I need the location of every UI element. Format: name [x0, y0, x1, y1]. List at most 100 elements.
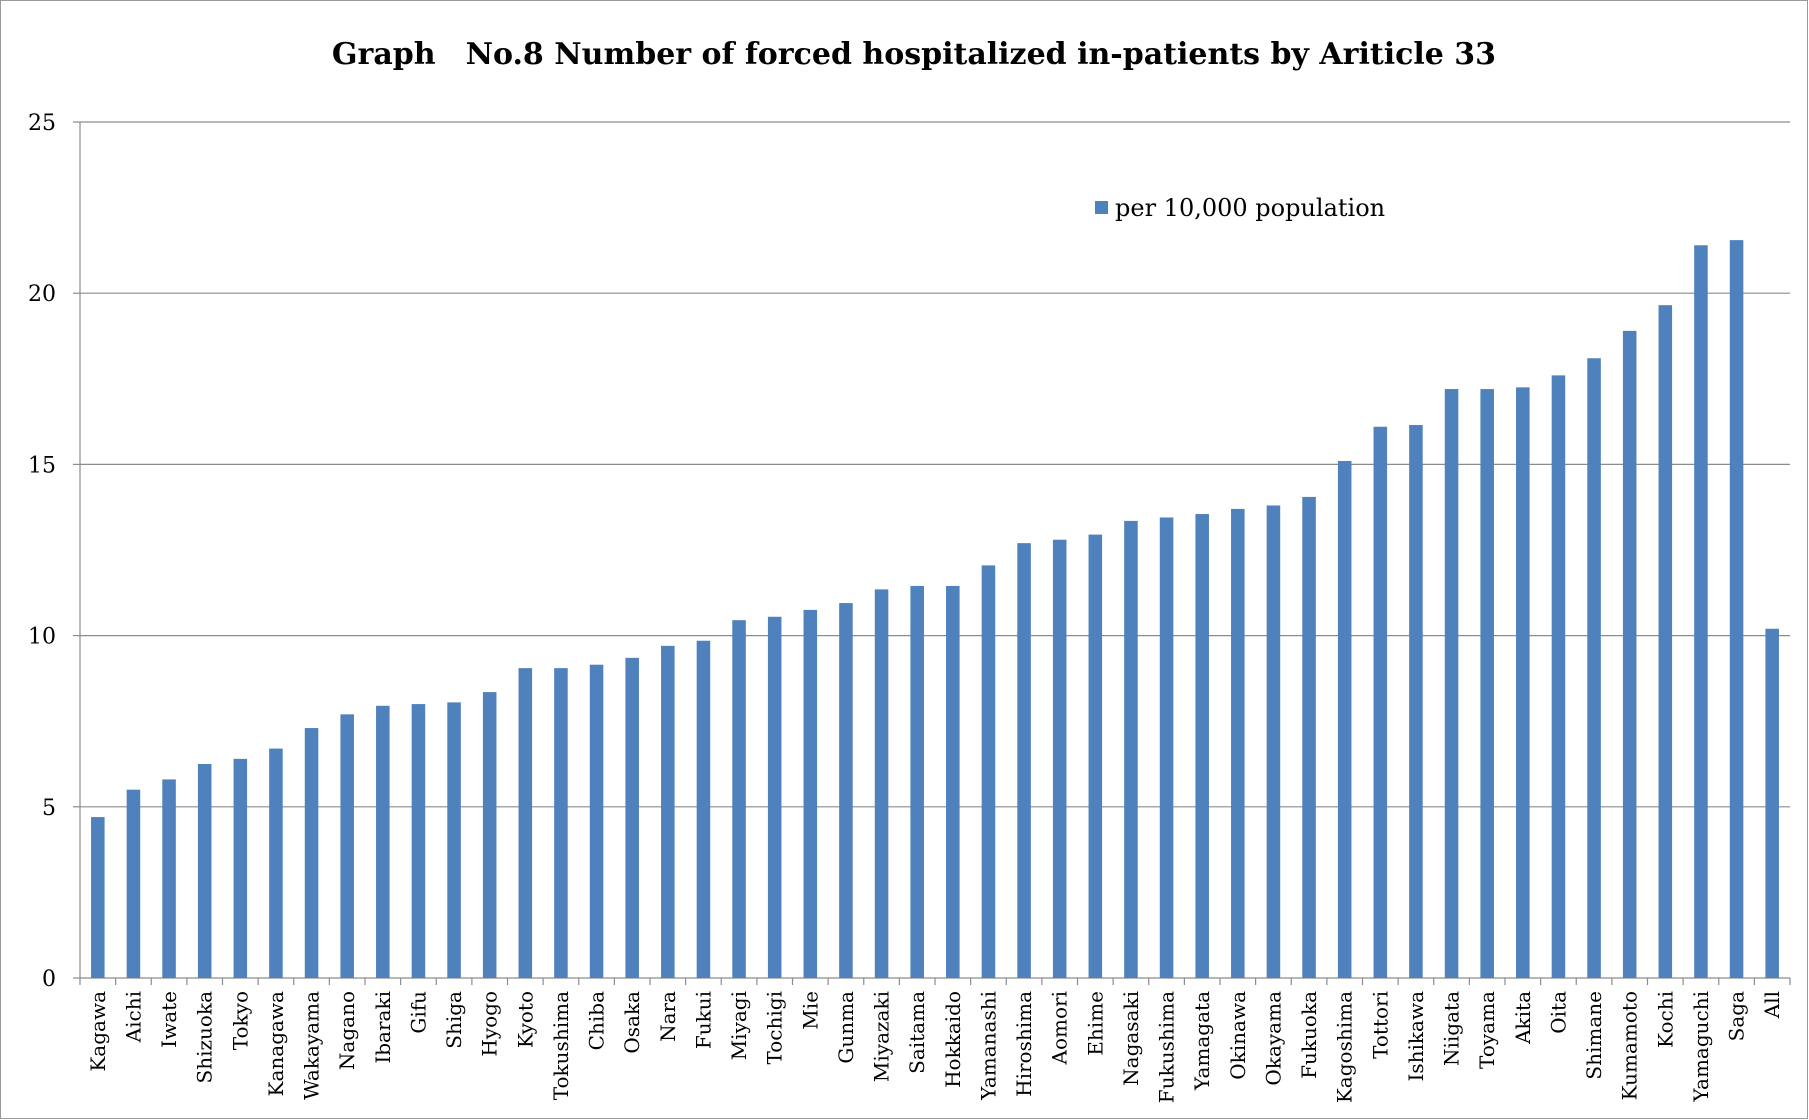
bar-niigata	[1444, 389, 1459, 978]
x-tick-label: Tokyo	[228, 991, 252, 1050]
x-tick-label: Akita	[1511, 991, 1535, 1045]
bar-yamaguchi	[1694, 245, 1708, 978]
x-tick-label: Osaka	[620, 991, 644, 1054]
x-tick-label: Gunma	[834, 991, 858, 1064]
x-tick-label: Shiga	[442, 991, 466, 1049]
bar-okinawa	[1231, 508, 1245, 978]
gridlines	[80, 121, 1790, 808]
x-tick-label: Miyagi	[727, 991, 751, 1060]
legend-swatch	[1095, 201, 1108, 214]
bar-all	[1765, 628, 1779, 978]
x-tick-label: Iwate	[157, 991, 181, 1048]
bar-wakayama	[304, 728, 319, 978]
x-tick-label: Ibaraki	[371, 991, 395, 1064]
x-tick-label: All	[1760, 991, 1784, 1019]
bar-saga	[1729, 240, 1744, 979]
legend-label: per 10,000 population	[1115, 194, 1385, 222]
bar-kagoshima	[1337, 460, 1352, 978]
x-tick-label: Kagawa	[86, 991, 110, 1072]
bar-gifu	[411, 704, 426, 978]
x-tick-label: Kagoshima	[1333, 991, 1357, 1103]
x-tick-label: Tochigi	[763, 991, 787, 1065]
bar-nara	[661, 645, 675, 978]
bar-iwate	[162, 779, 176, 978]
bar-ibaraki	[376, 705, 390, 978]
bar-hokkaido	[946, 585, 960, 978]
bar-fukui	[696, 640, 711, 978]
bar-tokushima	[554, 668, 568, 978]
x-tick-label: Shimane	[1582, 991, 1606, 1080]
x-tick-label: Fukui	[691, 991, 715, 1049]
bar-yamagata	[1195, 514, 1209, 978]
bar-kagawa	[91, 817, 105, 978]
bar-kanagawa	[269, 748, 283, 978]
x-tick-label: Niigata	[1440, 991, 1464, 1066]
x-tick-label: Kochi	[1653, 991, 1677, 1048]
x-tick-label: Yamagata	[1190, 991, 1214, 1091]
bar-kochi	[1658, 305, 1673, 979]
y-tick-label: 0	[42, 967, 56, 992]
x-tick-label: Mie	[798, 991, 822, 1030]
x-tick-label: Okayama	[1261, 991, 1285, 1086]
bar-toyama	[1480, 389, 1494, 978]
bar-osaka	[625, 657, 639, 978]
bar-miyazaki	[874, 589, 889, 978]
bar-akita	[1516, 387, 1530, 978]
y-tick-labels: 0 5 10 15 20 25	[28, 111, 56, 992]
bar-tochigi	[767, 616, 782, 978]
x-tick-label: Hiroshima	[1012, 991, 1036, 1097]
x-tick-label: Wakayama	[300, 991, 324, 1100]
bar-oita	[1551, 375, 1566, 979]
x-tick-label: Nagasaki	[1119, 991, 1143, 1086]
y-tick-label: 10	[28, 625, 56, 650]
y-tick-label: 5	[42, 796, 56, 821]
x-tick-label: Ishikawa	[1404, 991, 1428, 1082]
bar-aomori	[1052, 539, 1067, 978]
bar-gunma	[839, 603, 853, 978]
bar-kumamoto	[1622, 330, 1637, 978]
bar-ehime	[1088, 534, 1103, 978]
legend: per 10,000 population	[1095, 194, 1385, 222]
x-tick-label: Hyogo	[478, 991, 502, 1057]
x-tick-label: Yamanashi	[976, 991, 1000, 1101]
bar-fukushima	[1159, 517, 1174, 978]
x-tick-label: Aichi	[121, 991, 145, 1043]
bar-nagasaki	[1124, 520, 1138, 978]
bar-miyagi	[732, 620, 746, 978]
x-tick-label: Fukuoka	[1297, 991, 1321, 1079]
x-tick-label: Nagano	[335, 991, 359, 1070]
x-tick-label: Tottori	[1368, 991, 1392, 1059]
x-tick-label: Ehime	[1083, 991, 1107, 1056]
x-tick-label: Hokkaido	[941, 991, 965, 1088]
x-tick-label: Toyama	[1475, 991, 1499, 1069]
bar-fukuoka	[1302, 496, 1316, 978]
x-tick-label: Oita	[1546, 991, 1570, 1034]
bar-shiga	[447, 702, 461, 978]
bar-yamanashi	[981, 565, 996, 978]
x-tick-label: Miyazaki	[870, 991, 894, 1082]
x-tick-label: Chiba	[585, 991, 609, 1050]
x-tick-labels: Kagawa Aichi Iwate Shizuoka Tokyo Kanagawa Wak…	[86, 991, 1784, 1103]
axes	[73, 121, 1791, 985]
chart-title: Graph No.8 Number of forced hospitalized…	[332, 37, 1496, 72]
x-tick-label: Aomori	[1048, 991, 1072, 1065]
bar-mie	[803, 609, 818, 978]
bar-aichi	[126, 789, 141, 978]
y-tick-label: 25	[28, 111, 56, 136]
bar-nagano	[340, 714, 354, 978]
bar-hyogo	[482, 692, 497, 978]
x-tick-label: Yamaguchi	[1689, 991, 1713, 1103]
bar-chiba	[589, 664, 604, 978]
bar-ishikawa	[1409, 425, 1423, 978]
x-tick-label: Gifu	[406, 991, 430, 1034]
bars	[91, 240, 1779, 979]
bar-tokyo	[233, 758, 248, 978]
x-tick-label: Shizuoka	[193, 991, 217, 1084]
x-tick-label: Kanagawa	[264, 991, 288, 1097]
x-tick-label: Kumamoto	[1618, 991, 1642, 1100]
x-tick-label: Fukushima	[1155, 991, 1179, 1103]
bar-hiroshima	[1017, 543, 1031, 978]
y-tick-label: 15	[28, 453, 56, 478]
